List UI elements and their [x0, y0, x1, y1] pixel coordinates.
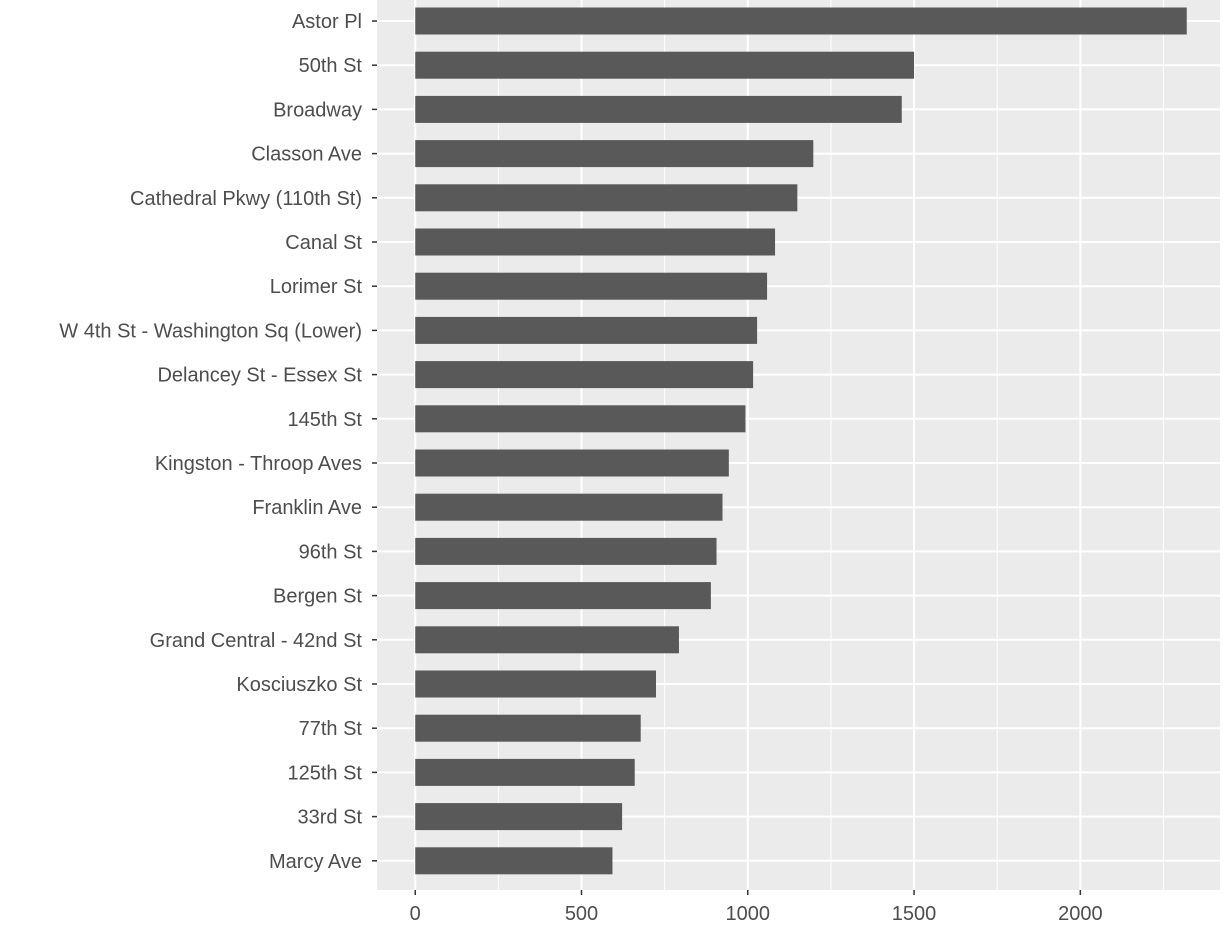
bar-0 [415, 7, 1187, 35]
bar-17 [415, 758, 635, 786]
bar-4 [415, 184, 798, 212]
bar-11 [415, 493, 723, 521]
bar-3 [415, 140, 814, 168]
y-tick-label-10: Kingston - Throop Aves [155, 453, 362, 475]
bar-14 [415, 626, 679, 654]
bar-6 [415, 272, 768, 300]
x-tick-label-1: 500 [565, 903, 598, 925]
bar-9 [415, 405, 746, 433]
y-tick-label-13: Bergen St [273, 586, 362, 608]
y-tick-label-7: W 4th St - Washington Sq (Lower) [59, 320, 362, 342]
y-tick-label-2: Broadway [273, 99, 362, 121]
y-tick-label-19: Marcy Ave [269, 851, 362, 873]
x-tick-label-3: 1500 [892, 903, 937, 925]
y-tick-label-11: Franklin Ave [252, 497, 362, 519]
bar-19 [415, 847, 613, 875]
y-tick-label-17: 125th St [287, 762, 362, 784]
bar-5 [415, 228, 776, 256]
y-axis: Astor Pl 50th St Broadway Classon Ave Cathed… [59, 11, 377, 873]
y-tick-label-3: Classon Ave [251, 144, 362, 166]
bar-1 [415, 51, 915, 79]
x-tick-label-4: 2000 [1058, 903, 1103, 925]
bar-18 [415, 803, 623, 831]
y-tick-label-15: Kosciuszko St [236, 674, 362, 696]
x-axis: 0 500 1000 1500 2000 [410, 890, 1103, 925]
y-tick-label-18: 33rd St [298, 807, 363, 829]
bar-10 [415, 449, 729, 477]
y-tick-label-16: 77th St [299, 718, 363, 740]
y-tick-label-4: Cathedral Pkwy (110th St) [130, 188, 362, 210]
bar-2 [415, 95, 902, 123]
bar-8 [415, 361, 754, 389]
y-tick-label-6: Lorimer St [270, 276, 363, 298]
y-tick-label-14: Grand Central - 42nd St [150, 630, 363, 652]
bar-7 [415, 316, 758, 344]
bar-13 [415, 582, 711, 610]
x-tick-label-0: 0 [410, 903, 421, 925]
y-tick-label-9: 145th St [287, 409, 362, 431]
bars [415, 7, 1187, 875]
y-tick-label-0: Astor Pl [292, 11, 362, 33]
y-tick-label-8: Delancey St - Essex St [157, 365, 362, 387]
y-tick-label-5: Canal St [285, 232, 362, 254]
bar-12 [415, 537, 717, 565]
bar-15 [415, 670, 657, 698]
y-tick-label-12: 96th St [299, 541, 363, 563]
x-tick-label-2: 1000 [726, 903, 771, 925]
y-tick-label-1: 50th St [299, 55, 363, 77]
bar-16 [415, 714, 641, 742]
plot-panel [377, 0, 1220, 890]
